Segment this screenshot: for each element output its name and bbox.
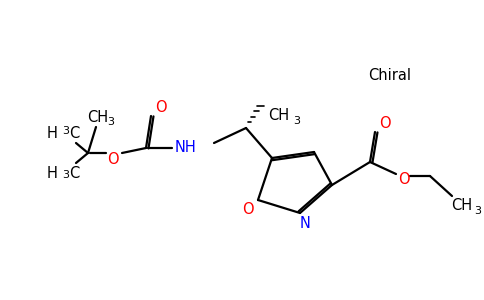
Text: 3: 3 — [62, 170, 70, 180]
Text: O: O — [107, 152, 119, 167]
Text: O: O — [398, 172, 410, 187]
Text: C: C — [69, 125, 79, 140]
Text: CH: CH — [88, 110, 108, 124]
Text: 3: 3 — [62, 126, 70, 136]
Text: NH: NH — [175, 140, 197, 155]
Text: 3: 3 — [293, 116, 300, 126]
Text: C: C — [69, 166, 79, 181]
Text: N: N — [300, 217, 310, 232]
Text: H: H — [47, 125, 58, 140]
Text: 3: 3 — [107, 117, 115, 127]
Text: H: H — [47, 166, 58, 181]
Text: Chiral: Chiral — [368, 68, 411, 82]
Text: O: O — [155, 100, 167, 116]
Text: CH: CH — [452, 199, 472, 214]
Text: O: O — [242, 202, 254, 217]
Text: CH: CH — [268, 109, 289, 124]
Text: 3: 3 — [474, 206, 482, 216]
Text: O: O — [379, 116, 391, 131]
